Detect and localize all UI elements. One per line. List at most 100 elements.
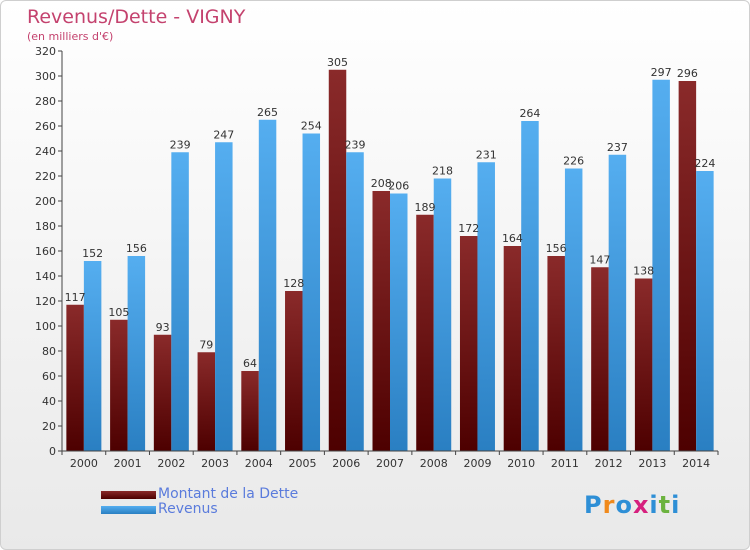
y-tick-label: 40 [42, 395, 56, 408]
bar-debt-2013 [634, 278, 653, 451]
y-tick-label: 260 [35, 120, 56, 133]
logo-letter: r [602, 491, 616, 519]
x-tick-label-2014: 2014 [682, 457, 710, 470]
data-label-revenue-2003: 247 [213, 128, 234, 141]
bar-debt-2005 [285, 291, 303, 451]
data-label-revenue-2013: 297 [651, 66, 672, 79]
x-tick-label-2005: 2005 [289, 457, 317, 470]
bar-revenue-2002 [171, 152, 189, 451]
proxiti-logo: Proxiti [584, 491, 680, 519]
bar-debt-2006 [328, 69, 347, 451]
bar-revenue-2009 [477, 162, 495, 451]
data-label-debt-2013: 138 [633, 265, 654, 278]
data-label-debt-2007: 208 [371, 177, 392, 190]
logo-letter: i [649, 491, 659, 519]
bar-debt-2004 [241, 371, 259, 451]
data-label-debt-2001: 105 [108, 306, 129, 319]
data-label-debt-2012: 147 [589, 253, 610, 266]
bar-revenue-2007 [390, 193, 408, 451]
data-label-revenue-2006: 239 [345, 138, 366, 151]
y-tick-label: 0 [49, 445, 56, 458]
bar-revenue-2010 [521, 121, 539, 451]
bar-debt-2002 [153, 334, 172, 451]
x-tick-label-2010: 2010 [507, 457, 535, 470]
y-tick-label: 280 [35, 95, 56, 108]
data-label-debt-2006: 305 [327, 56, 348, 69]
x-tick-label-2011: 2011 [551, 457, 579, 470]
y-tick-label: 220 [35, 170, 56, 183]
legend-label-debt: Montant de la Dette [158, 486, 299, 502]
bar-debt-2003 [197, 352, 216, 451]
y-tick-label: 100 [35, 320, 56, 333]
bar-revenue-2006 [346, 152, 364, 451]
y-tick-label: 200 [35, 195, 56, 208]
legend: Montant de la Dette Revenus [101, 487, 298, 517]
chart-subtitle: (en milliers d'€) [27, 30, 114, 43]
bar-revenue-2008 [433, 178, 452, 451]
y-tick-label: 60 [42, 370, 56, 383]
chart-title: Revenus/Dette - VIGNY [27, 6, 246, 28]
bar-debt-2008 [416, 214, 434, 451]
legend-swatch-debt [101, 490, 156, 499]
bar-revenue-2011 [564, 168, 583, 451]
x-tick-label-2000: 2000 [70, 457, 98, 470]
data-label-debt-2009: 172 [458, 222, 479, 235]
y-tick-label: 180 [35, 220, 56, 233]
data-label-revenue-2000: 152 [82, 247, 103, 260]
data-label-revenue-2001: 156 [126, 242, 147, 255]
data-label-debt-2000: 117 [65, 291, 86, 304]
bar-revenue-2001 [127, 256, 146, 451]
y-tick-label: 120 [35, 295, 56, 308]
logo-letter: P [584, 491, 603, 519]
data-label-revenue-2008: 218 [432, 165, 453, 178]
legend-label-revenue: Revenus [158, 501, 218, 517]
y-tick-label: 140 [35, 270, 56, 283]
legend-item-revenue: Revenus [101, 502, 298, 517]
data-label-debt-2005: 128 [283, 277, 304, 290]
bar-revenue-2005 [302, 133, 321, 451]
data-label-revenue-2005: 254 [301, 120, 322, 133]
y-tick-label: 300 [35, 70, 56, 83]
logo-letter: t [658, 491, 672, 519]
data-label-debt-2002: 93 [156, 321, 170, 334]
bar-debt-2010 [503, 246, 522, 451]
bar-revenue-2004 [258, 119, 277, 451]
data-label-debt-2003: 79 [199, 338, 213, 351]
bar-debt-2007 [372, 191, 390, 451]
x-tick-label-2001: 2001 [114, 457, 142, 470]
data-label-debt-2014: 296 [677, 67, 698, 80]
x-tick-label-2002: 2002 [157, 457, 185, 470]
logo-letter: i [671, 491, 681, 519]
data-label-revenue-2009: 231 [476, 148, 497, 161]
data-label-debt-2008: 189 [414, 201, 435, 214]
logo-letter: x [632, 491, 650, 519]
bar-revenue-2012 [608, 154, 627, 451]
bar-revenue-2014 [696, 171, 714, 451]
data-label-debt-2004: 64 [243, 357, 257, 370]
x-tick-label-2004: 2004 [245, 457, 273, 470]
y-tick-label: 20 [42, 420, 56, 433]
legend-item-debt: Montant de la Dette [101, 487, 298, 502]
bar-debt-2014 [678, 81, 697, 451]
data-label-debt-2011: 156 [546, 242, 567, 255]
bar-debt-2011 [547, 256, 565, 451]
x-tick-label-2003: 2003 [201, 457, 229, 470]
y-tick-label: 320 [35, 45, 56, 58]
data-label-revenue-2014: 224 [694, 157, 715, 170]
x-tick-label-2007: 2007 [376, 457, 404, 470]
data-label-debt-2010: 164 [502, 232, 523, 245]
y-tick-label: 240 [35, 145, 56, 158]
data-label-revenue-2002: 239 [170, 138, 191, 151]
x-tick-label-2008: 2008 [420, 457, 448, 470]
axes-layer: 0 20 40 60 80 100 120 140 160 180 200 220 240 260 280 3… [35, 45, 719, 470]
data-label-revenue-2011: 226 [563, 155, 584, 168]
bar-revenue-2003 [215, 142, 233, 451]
value-labels-layer: 117 152 105 156 93 239 79 247 64 265 128 254 305 239 2… [65, 56, 716, 370]
bar-revenue-2000 [83, 261, 102, 451]
bar-debt-2001 [110, 319, 128, 451]
logo-letter: o [615, 491, 633, 519]
bar-revenue-2013 [652, 79, 670, 451]
x-tick-label-2013: 2013 [638, 457, 666, 470]
